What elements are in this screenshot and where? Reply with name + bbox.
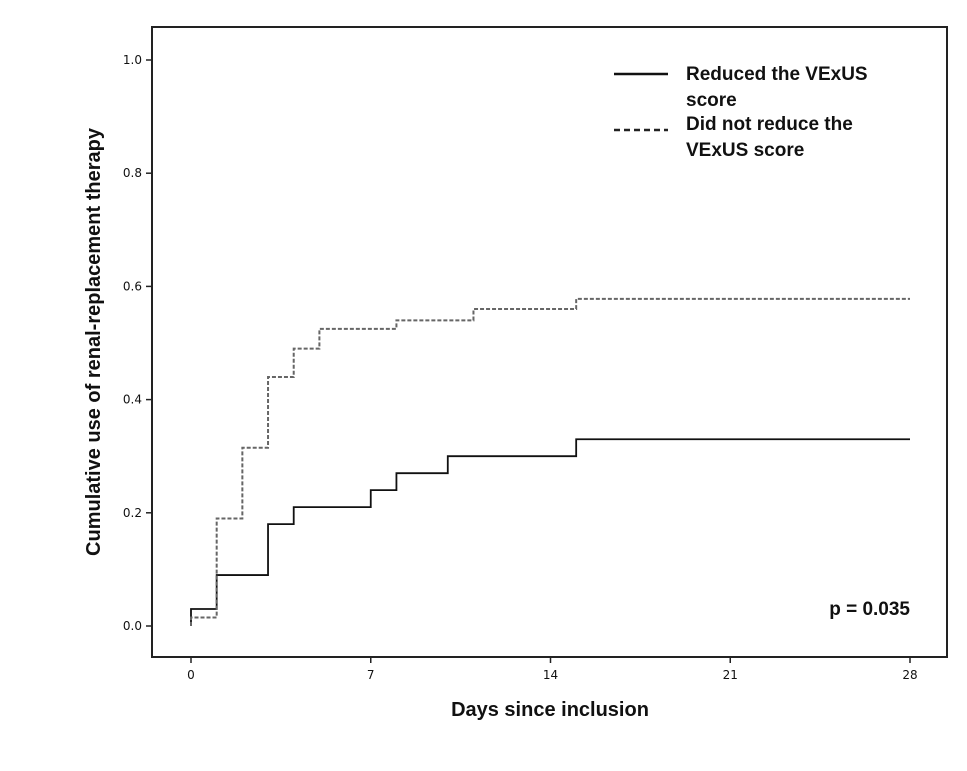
x-tick-label: 28 <box>902 668 917 682</box>
series-layer <box>190 297 910 626</box>
y-tick-label: 0.2 <box>123 506 142 520</box>
plot-frame <box>151 26 948 658</box>
legend-label-reduced-line1: Reduced the VExUS <box>686 64 868 85</box>
legend-label-not-reduced-line2: VExUS score <box>686 140 804 161</box>
x-axis-title: Days since inclusion <box>451 699 649 721</box>
y-tick-label: 0.0 <box>123 619 142 633</box>
y-tick-label: 0.8 <box>123 166 142 180</box>
x-tick-label: 0 <box>187 668 195 682</box>
legend-label-not-reduced-line1: Did not reduce the <box>686 114 853 135</box>
x-axis-ticks: 0 7 14 21 28 <box>187 657 918 682</box>
series-line-not-reduced <box>190 297 910 626</box>
p-value-annotation: p = 0.035 <box>829 599 910 620</box>
x-tick-label: 7 <box>367 668 375 682</box>
y-tick-label: 0.6 <box>123 279 142 293</box>
y-tick-label: 1.0 <box>123 53 142 67</box>
legend: Reduced the VExUS score Did not reduce t… <box>614 64 868 161</box>
y-axis-title: Cumulative use of renal-replacement ther… <box>83 127 105 556</box>
series-line-reduced <box>190 438 910 626</box>
y-tick-label: 0.4 <box>123 393 142 407</box>
x-tick-label: 21 <box>723 668 738 682</box>
legend-label-reduced-line2: score <box>686 90 737 111</box>
x-tick-label: 14 <box>543 668 558 682</box>
y-axis-ticks: 0.0 0.2 0.4 0.6 0.8 1.0 <box>123 53 152 633</box>
